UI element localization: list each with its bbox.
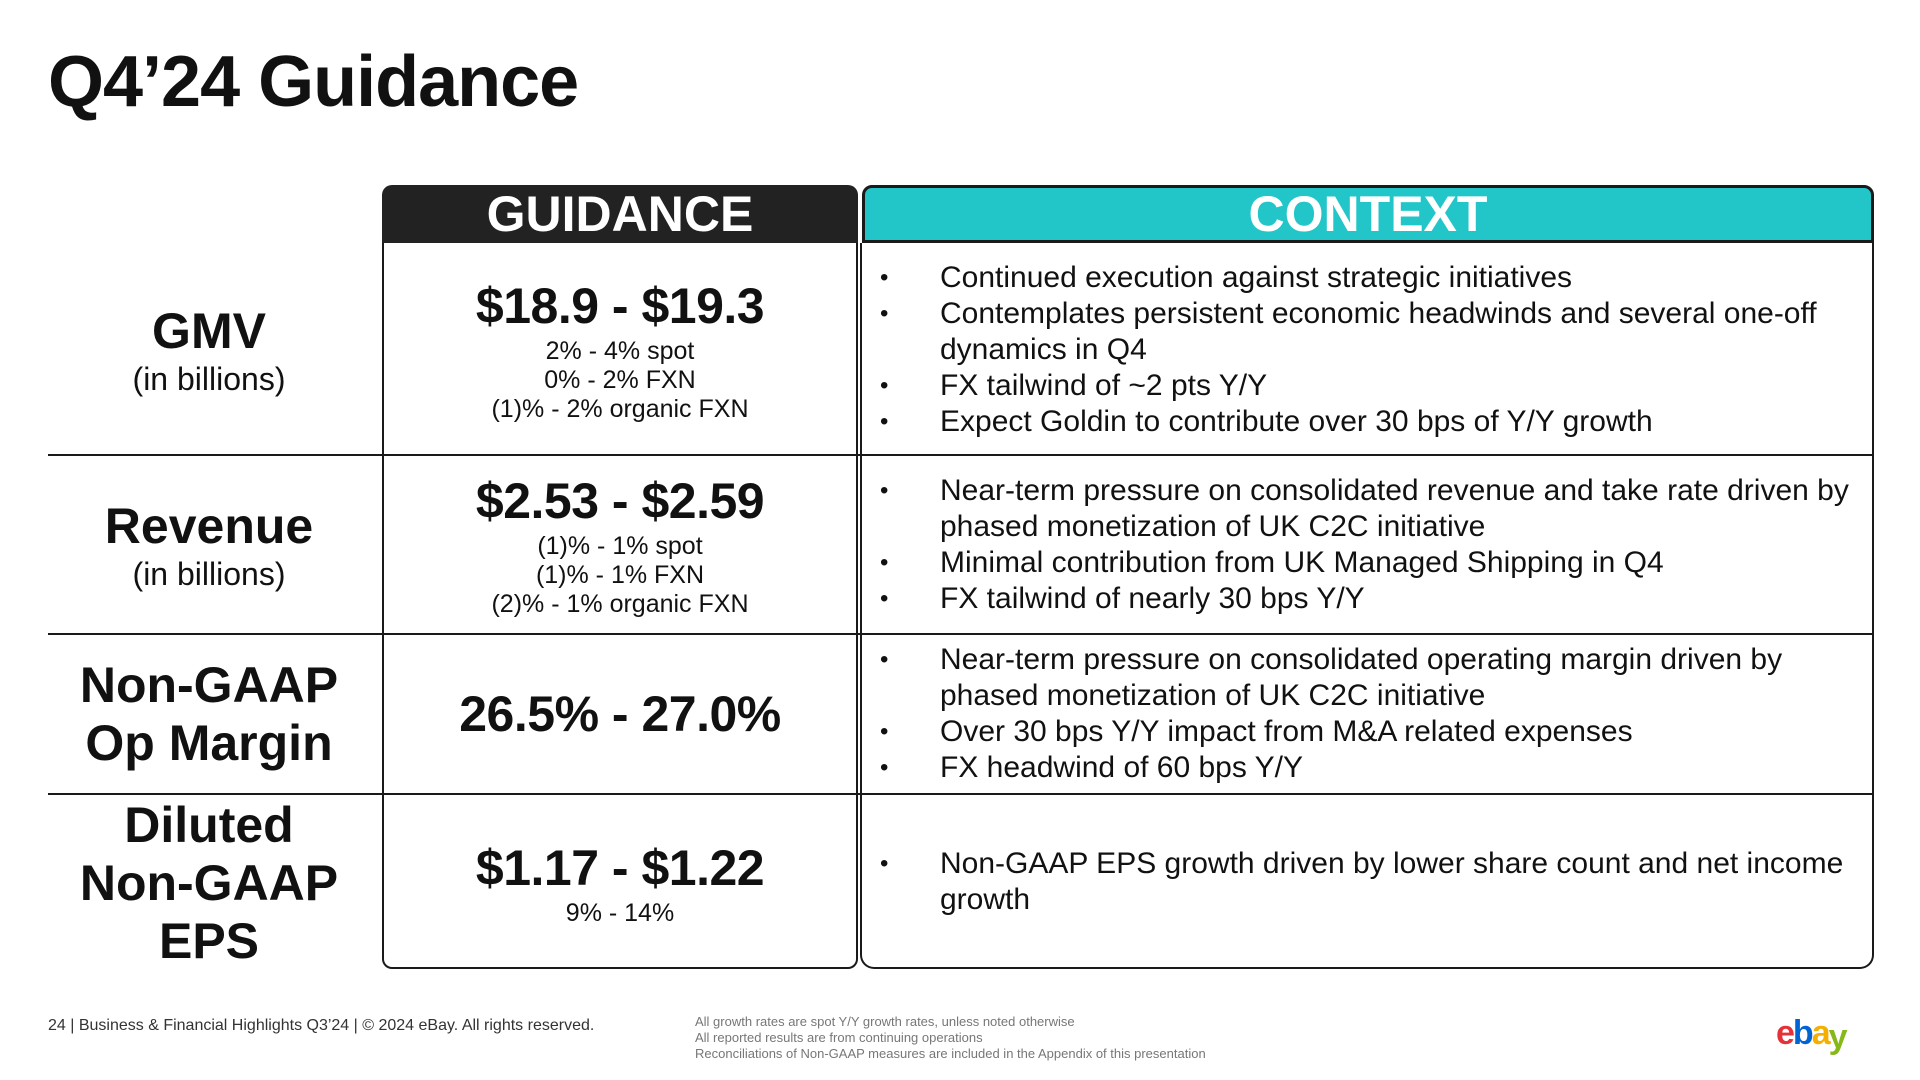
- guidance-range: $18.9 - $19.3: [475, 277, 765, 334]
- context-list: Non-GAAP EPS growth driven by lower shar…: [870, 846, 1860, 918]
- logo-letter: y: [1829, 1018, 1848, 1056]
- context-eps: Non-GAAP EPS growth driven by lower shar…: [870, 795, 1860, 969]
- guidance-detail: 0% - 2% FXN: [544, 365, 696, 394]
- guidance-range: $2.53 - $2.59: [475, 473, 765, 529]
- context-bullet: Continued execution against strategic in…: [870, 260, 1860, 296]
- context-header: CONTEXT: [862, 185, 1874, 243]
- page-title: Q4’24 Guidance: [48, 42, 579, 122]
- row-divider: [48, 454, 1874, 456]
- metric-gmv: GMV (in billions): [48, 245, 370, 454]
- metric-name: Revenue: [104, 497, 314, 554]
- logo-letter: a: [1812, 1014, 1832, 1052]
- context-bullet: Contemplates persistent economic headwin…: [870, 296, 1860, 368]
- ebay-logo: ebay: [1776, 1014, 1850, 1056]
- context-column: [860, 243, 1874, 969]
- logo-letter: e: [1776, 1014, 1794, 1052]
- footer-note: Reconciliations of Non-GAAP measures are…: [695, 1046, 1206, 1061]
- guidance-revenue: $2.53 - $2.59 (1)% - 1% spot (1)% - 1% F…: [382, 456, 858, 633]
- row-divider: [48, 633, 1874, 635]
- row-divider: [48, 793, 1874, 795]
- footer-text: 24 | Business & Financial Highlights Q3’…: [48, 1017, 595, 1034]
- context-bullet: FX headwind of 60 bps Y/Y: [870, 750, 1860, 786]
- guidance-range: 26.5% - 27.0%: [459, 686, 781, 742]
- footer-note: All growth rates are spot Y/Y growth rat…: [695, 1014, 1075, 1029]
- context-bullet: Near-term pressure on consolidated opera…: [870, 642, 1860, 714]
- guidance-eps: $1.17 - $1.22 9% - 14%: [382, 795, 858, 969]
- footer-notes: All growth rates are spot Y/Y growth rat…: [695, 1014, 1206, 1062]
- guidance-detail: (1)% - 1% FXN: [535, 561, 705, 589]
- metric-name: GMV: [152, 302, 266, 359]
- context-bullet: Expect Goldin to contribute over 30 bps …: [870, 404, 1860, 440]
- metric-name: Non-GAAP Op Margin: [79, 657, 339, 771]
- context-op-margin: Near-term pressure on consolidated opera…: [870, 635, 1860, 793]
- svg-text:ebay: ebay: [1776, 1014, 1848, 1056]
- guidance-detail: 2% - 4% spot: [545, 336, 695, 365]
- context-bullet: FX tailwind of nearly 30 bps Y/Y: [870, 581, 1860, 617]
- guidance-range: $1.17 - $1.22: [475, 839, 765, 896]
- guidance-detail: (1)% - 1% spot: [537, 532, 703, 560]
- context-bullet: Non-GAAP EPS growth driven by lower shar…: [870, 846, 1860, 918]
- metric-unit: (in billions): [132, 360, 286, 397]
- context-list: Continued execution against strategic in…: [870, 260, 1860, 440]
- context-bullet: Over 30 bps Y/Y impact from M&A related …: [870, 714, 1860, 750]
- context-gmv: Continued execution against strategic in…: [870, 245, 1860, 454]
- guidance-column: [382, 243, 858, 969]
- guidance-detail: (1)% - 2% organic FXN: [491, 394, 749, 423]
- context-list: Near-term pressure on consolidated reven…: [870, 473, 1860, 617]
- footer-note: All reported results are from continuing…: [695, 1030, 983, 1045]
- metric-unit: (in billions): [132, 555, 286, 592]
- context-bullet: Near-term pressure on consolidated reven…: [870, 473, 1860, 545]
- guidance-detail: (2)% - 1% organic FXN: [491, 590, 749, 618]
- context-list: Near-term pressure on consolidated opera…: [870, 642, 1860, 786]
- metric-op-margin: Non-GAAP Op Margin: [48, 635, 370, 793]
- context-revenue: Near-term pressure on consolidated reven…: [870, 456, 1860, 633]
- metric-name: Diluted Non-GAAP EPS: [79, 797, 339, 969]
- guidance-header: GUIDANCE: [382, 185, 858, 243]
- guidance-gmv: $18.9 - $19.3 2% - 4% spot 0% - 2% FXN (…: [382, 263, 858, 435]
- logo-letter: b: [1793, 1014, 1813, 1052]
- guidance-detail: 9% - 14%: [565, 898, 675, 927]
- context-bullet: FX tailwind of ~2 pts Y/Y: [870, 368, 1860, 404]
- context-bullet: Minimal contribution from UK Managed Shi…: [870, 545, 1860, 581]
- guidance-op-margin: 26.5% - 27.0%: [382, 635, 858, 793]
- metric-eps: Diluted Non-GAAP EPS: [48, 795, 370, 971]
- metric-revenue: Revenue (in billions): [48, 456, 370, 633]
